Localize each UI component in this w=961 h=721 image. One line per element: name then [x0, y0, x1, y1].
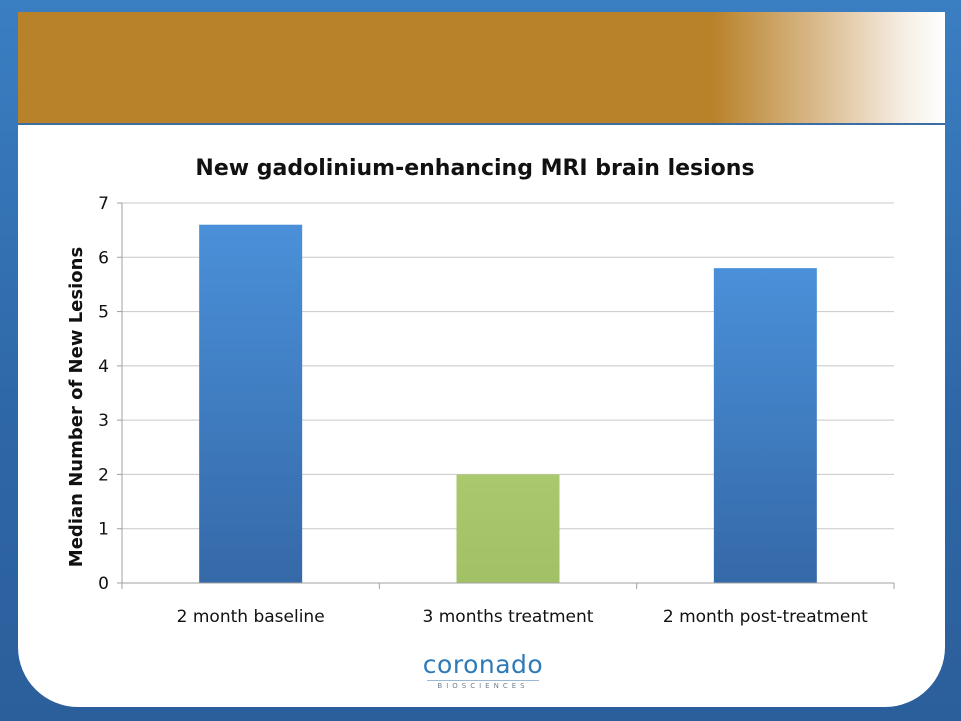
y-tick-label: 0 [98, 574, 109, 594]
y-axis-label: Median Number of New Lesions [66, 247, 87, 567]
y-tick-label: 7 [98, 194, 109, 214]
bar-2 [456, 474, 560, 583]
x-tick-labels: 2 month baseline 3 months treatment 2 mont… [177, 607, 868, 627]
slide: New gadolinium-enhancing MRI brain lesio… [18, 12, 945, 707]
bar-1 [199, 224, 303, 583]
logo-tagline: BIOSCIENCES [437, 682, 529, 690]
bars [199, 224, 817, 583]
y-tick-label: 2 [98, 465, 109, 485]
logo-rule [427, 680, 539, 681]
y-tick-labels: 0 1 2 3 4 5 6 7 [98, 194, 109, 594]
bar-3 [713, 268, 817, 583]
bar-chart: New gadolinium-enhancing MRI brain lesio… [66, 156, 895, 627]
company-logo: coronado BIOSCIENCES [418, 652, 548, 691]
x-tick-label: 2 month baseline [177, 607, 325, 627]
axes [117, 202, 895, 589]
header-banner [18, 12, 945, 124]
y-tick-label: 3 [98, 411, 109, 431]
y-tick-label: 4 [98, 357, 109, 377]
chart-title: New gadolinium-enhancing MRI brain lesio… [195, 156, 754, 181]
header-divider [18, 123, 945, 125]
y-tick-label: 6 [98, 248, 109, 268]
x-tick-label: 3 months treatment [423, 607, 594, 627]
logo-wordmark: coronado [422, 650, 544, 679]
y-tick-label: 1 [98, 520, 109, 540]
y-tick-label: 5 [98, 303, 109, 323]
x-tick-label: 2 month post-treatment [663, 607, 868, 627]
